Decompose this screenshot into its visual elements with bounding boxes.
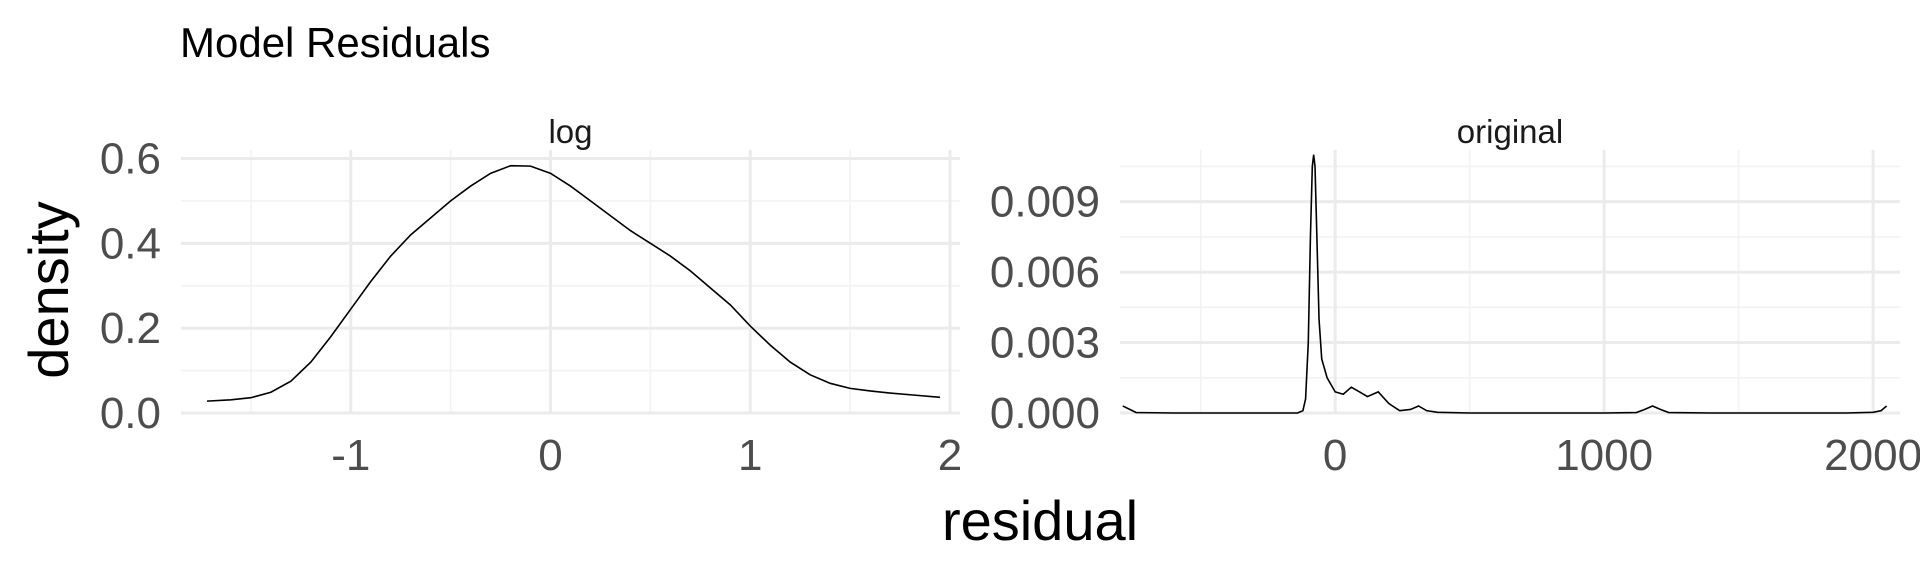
facet-strip-label: log [548,113,592,150]
x-tick-label: 2000 [1824,431,1920,480]
y-tick-label: 0.006 [990,248,1100,297]
y-tick-label: 0.0 [100,389,161,438]
density-curve-original [1122,154,1888,414]
y-tick-label: 0.003 [990,319,1100,368]
x-axis-title: residual [942,489,1138,552]
y-tick-label: 0.4 [100,219,161,268]
x-tick-label: 0 [1323,431,1347,480]
x-tick-label: 2 [938,431,962,480]
density-curve-log [206,164,941,402]
y-axis-title: density [17,201,80,378]
y-tick-label: 0.009 [990,178,1100,227]
panel-log: -1 0 1 2 0.0 0.2 0.4 0.6 log [100,113,962,480]
x-tick-label: 1 [738,431,762,480]
y-tick-label: 0.6 [100,134,161,183]
x-tick-label: 1000 [1555,431,1653,480]
facet-strip-label: original [1457,113,1563,150]
chart-title: Model Residuals [180,19,491,66]
y-tick-label: 0.2 [100,304,161,353]
y-tick-label: 0.000 [990,389,1100,438]
x-tick-label: 0 [538,431,562,480]
panel-original: 0 1000 2000 0.000 0.003 0.006 0.009 original [990,113,1920,480]
x-tick-label: -1 [331,431,370,480]
